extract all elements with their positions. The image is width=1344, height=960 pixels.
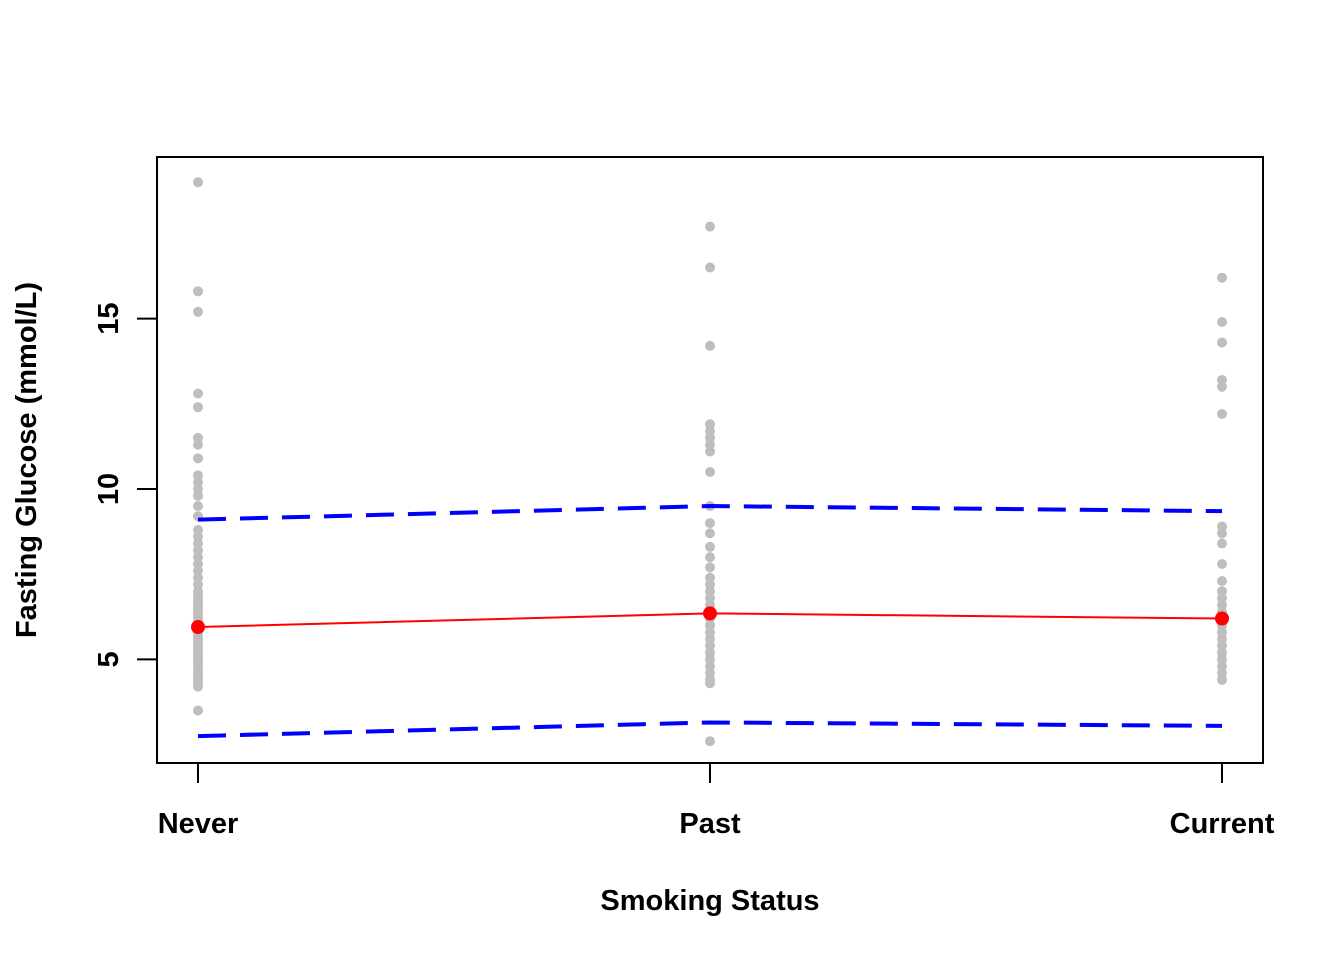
data-point xyxy=(705,466,715,477)
data-point xyxy=(705,552,715,563)
y-axis: 5 10 15 xyxy=(93,302,158,667)
data-point xyxy=(705,262,715,273)
data-point xyxy=(193,388,203,399)
x-axis: Never Past Current xyxy=(158,762,1275,840)
data-point xyxy=(705,340,715,351)
data-point xyxy=(193,306,203,317)
data-point xyxy=(1217,538,1227,549)
y-tick-label: 5 xyxy=(93,651,125,667)
data-point xyxy=(193,501,203,512)
data-point xyxy=(1217,337,1227,348)
series-lines xyxy=(191,504,1229,739)
mean-point xyxy=(703,606,717,621)
data-point xyxy=(193,681,203,692)
x-tick-label: Past xyxy=(679,808,741,840)
y-tick-label: 10 xyxy=(93,473,125,505)
data-point xyxy=(193,402,203,413)
data-point xyxy=(1217,674,1227,685)
data-point xyxy=(705,541,715,552)
data-point xyxy=(705,736,715,747)
lower-limit-line xyxy=(197,720,1223,739)
mean-point xyxy=(1215,611,1229,626)
y-axis-title: Fasting Glucose (mmol/L) xyxy=(11,282,43,638)
data-point xyxy=(705,562,715,573)
data-point xyxy=(705,518,715,529)
data-point xyxy=(193,705,203,716)
data-point xyxy=(1217,317,1227,328)
data-point xyxy=(1217,409,1227,420)
mean-point xyxy=(191,620,205,635)
data-point xyxy=(705,446,715,457)
data-point xyxy=(193,490,203,501)
x-tick-label: Never xyxy=(158,808,239,840)
data-points xyxy=(193,177,1227,747)
data-point xyxy=(193,439,203,450)
data-point xyxy=(193,453,203,464)
data-point xyxy=(193,177,203,188)
upper-limit-line xyxy=(197,504,1223,522)
data-point xyxy=(1217,272,1227,283)
x-tick-label: Current xyxy=(1170,808,1275,840)
data-point xyxy=(705,528,715,539)
data-point xyxy=(1217,381,1227,392)
data-point xyxy=(193,286,203,297)
x-axis-title: Smoking Status xyxy=(600,885,819,917)
data-point xyxy=(1217,528,1227,539)
y-tick-label: 15 xyxy=(93,302,125,334)
data-point xyxy=(705,221,715,232)
data-point xyxy=(1217,558,1227,569)
data-point xyxy=(705,678,715,689)
data-point xyxy=(1217,576,1227,587)
